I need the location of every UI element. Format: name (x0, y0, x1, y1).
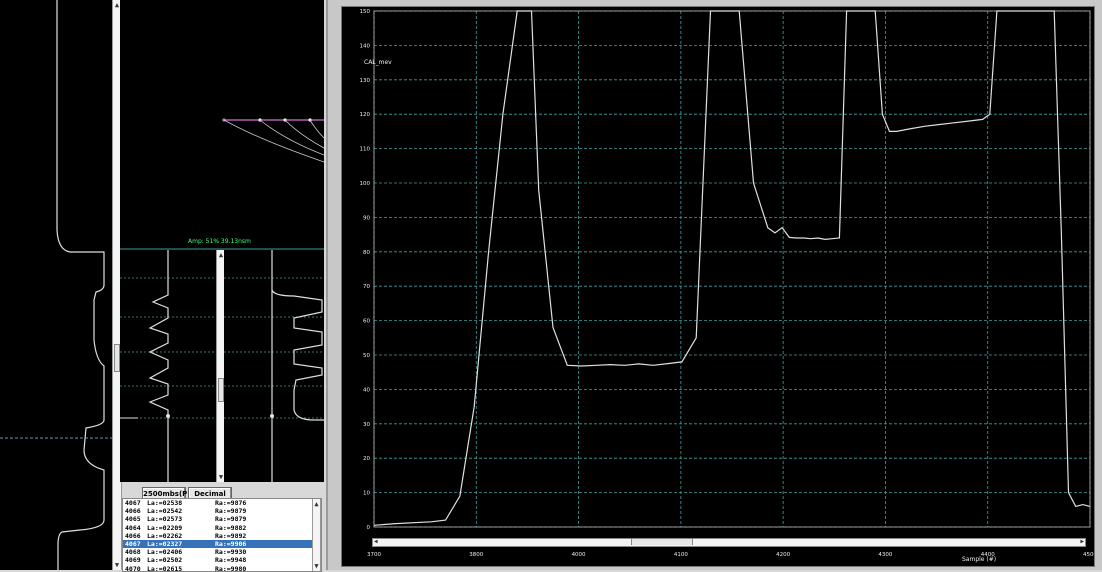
fan-curve (224, 120, 324, 162)
y-tick-label: 130 (360, 78, 371, 84)
list-item-ra-value: Ra:=9930 (215, 548, 285, 556)
y-tick-label: 70 (363, 284, 370, 290)
list-item-ra-value: Ra:=9879 (215, 515, 285, 523)
y-tick-label: 80 (363, 250, 370, 256)
left-trace-svg (0, 0, 112, 570)
scroll-left-arrow-icon[interactable]: ◀ (374, 538, 378, 545)
list-item-index: 4065 (123, 515, 147, 523)
scroll-right-arrow-icon[interactable]: ▶ (1080, 538, 1084, 545)
list-item-ra-value: Ra:=9980 (215, 565, 285, 572)
x-tick-label: 4100 (674, 552, 688, 558)
lower-left-trace-svg (120, 250, 216, 482)
list-item-ra-value: Ra:=9882 (215, 524, 285, 532)
list-item-la-value: La:=02615 (147, 565, 215, 572)
y-tick-label: 20 (363, 456, 370, 462)
lower-left-trace (150, 250, 168, 482)
y-tick-label: 50 (363, 353, 370, 359)
list-item-index: 4064 (123, 524, 147, 532)
list-item-la-value: La:=02542 (147, 507, 215, 515)
list-item-index: 4067 (123, 540, 147, 548)
list-item-index: 4066 (123, 532, 147, 540)
list-item-index: 4069 (123, 556, 147, 564)
list-vertical-scrollbar[interactable]: ▲ ▼ (312, 499, 321, 571)
y-tick-label: 100 (360, 181, 371, 187)
middle-lower-left-pane (120, 250, 216, 482)
list-item-index: 4066 (123, 507, 147, 515)
y-axis-label: CAL_mev (364, 59, 392, 66)
marker-fan-svg (120, 0, 324, 250)
trace-marker (166, 414, 170, 418)
y-tick-label: 0 (367, 525, 371, 531)
y-tick-label: 40 (363, 387, 370, 393)
list-item-ra-value: Ra:=9879 (215, 507, 285, 515)
left-trace-pane (0, 0, 112, 570)
list-item-ra-value: Ra:=9906 (215, 540, 285, 548)
trace-marker (270, 414, 274, 418)
list-item-ra-value: Ra:=9876 (215, 499, 285, 507)
y-tick-label: 150 (360, 9, 371, 15)
grid-layer (374, 11, 1090, 527)
plot-frame (374, 11, 1090, 527)
x-tick-label: 4200 (776, 552, 790, 558)
scroll-down-arrow-icon[interactable]: ▼ (313, 562, 320, 570)
x-axis-label: Sample (#) (962, 556, 996, 563)
y-tick-label: 140 (360, 43, 371, 49)
y-tick-label: 10 (363, 491, 370, 497)
scroll-thumb[interactable] (631, 539, 693, 545)
series-line (374, 11, 1090, 525)
list-item-la-value: La:=02406 (147, 548, 215, 556)
x-tick-label: 3700 (367, 552, 381, 558)
amp-label: Amp: 51% 39.13nsm (188, 238, 251, 245)
lower-right-trace-a (272, 250, 324, 420)
left-trace (57, 0, 104, 570)
middle-lower-right-pane (224, 250, 324, 482)
chart-horizontal-scrollbar[interactable]: ◀ ▶ (372, 538, 1086, 547)
y-tick-label: 60 (363, 319, 370, 325)
y-tick-label: 30 (363, 422, 370, 428)
list-item-index: 4070 (123, 565, 147, 572)
list-item-la-value: La:=02262 (147, 532, 215, 540)
y-tick-label: 110 (360, 147, 371, 153)
scroll-up-arrow-icon[interactable]: ▲ (313, 500, 320, 508)
x-tick-label: 4000 (572, 552, 586, 558)
list-item-la-value: La:=02327 (147, 540, 215, 548)
list-item-index: 4067 (123, 499, 147, 507)
list-item-la-value: La:=02502 (147, 556, 215, 564)
middle-top-pane: Amp: 51% 39.13nsm (120, 0, 324, 250)
lower-right-trace-svg (224, 250, 324, 482)
list-item-ra-value: Ra:=9892 (215, 532, 285, 540)
list-item-la-value: La:=02538 (147, 499, 215, 507)
list-item-la-value: La:=02573 (147, 515, 215, 523)
x-tick-label: 4300 (878, 552, 892, 558)
x-tick-label: 4500 (1083, 552, 1094, 558)
list-item-index: 4068 (123, 548, 147, 556)
list-item-ra-value: Ra:=9948 (215, 556, 285, 564)
y-tick-label: 120 (360, 112, 371, 118)
scroll-down-arrow-icon[interactable]: ▼ (113, 561, 121, 569)
fan-curve (285, 120, 324, 148)
x-tick-label: 3800 (469, 552, 483, 558)
list-item-la-value: La:=02209 (147, 524, 215, 532)
fan-curve (310, 120, 324, 138)
fan-curve (260, 120, 324, 155)
y-tick-label: 90 (363, 215, 370, 221)
